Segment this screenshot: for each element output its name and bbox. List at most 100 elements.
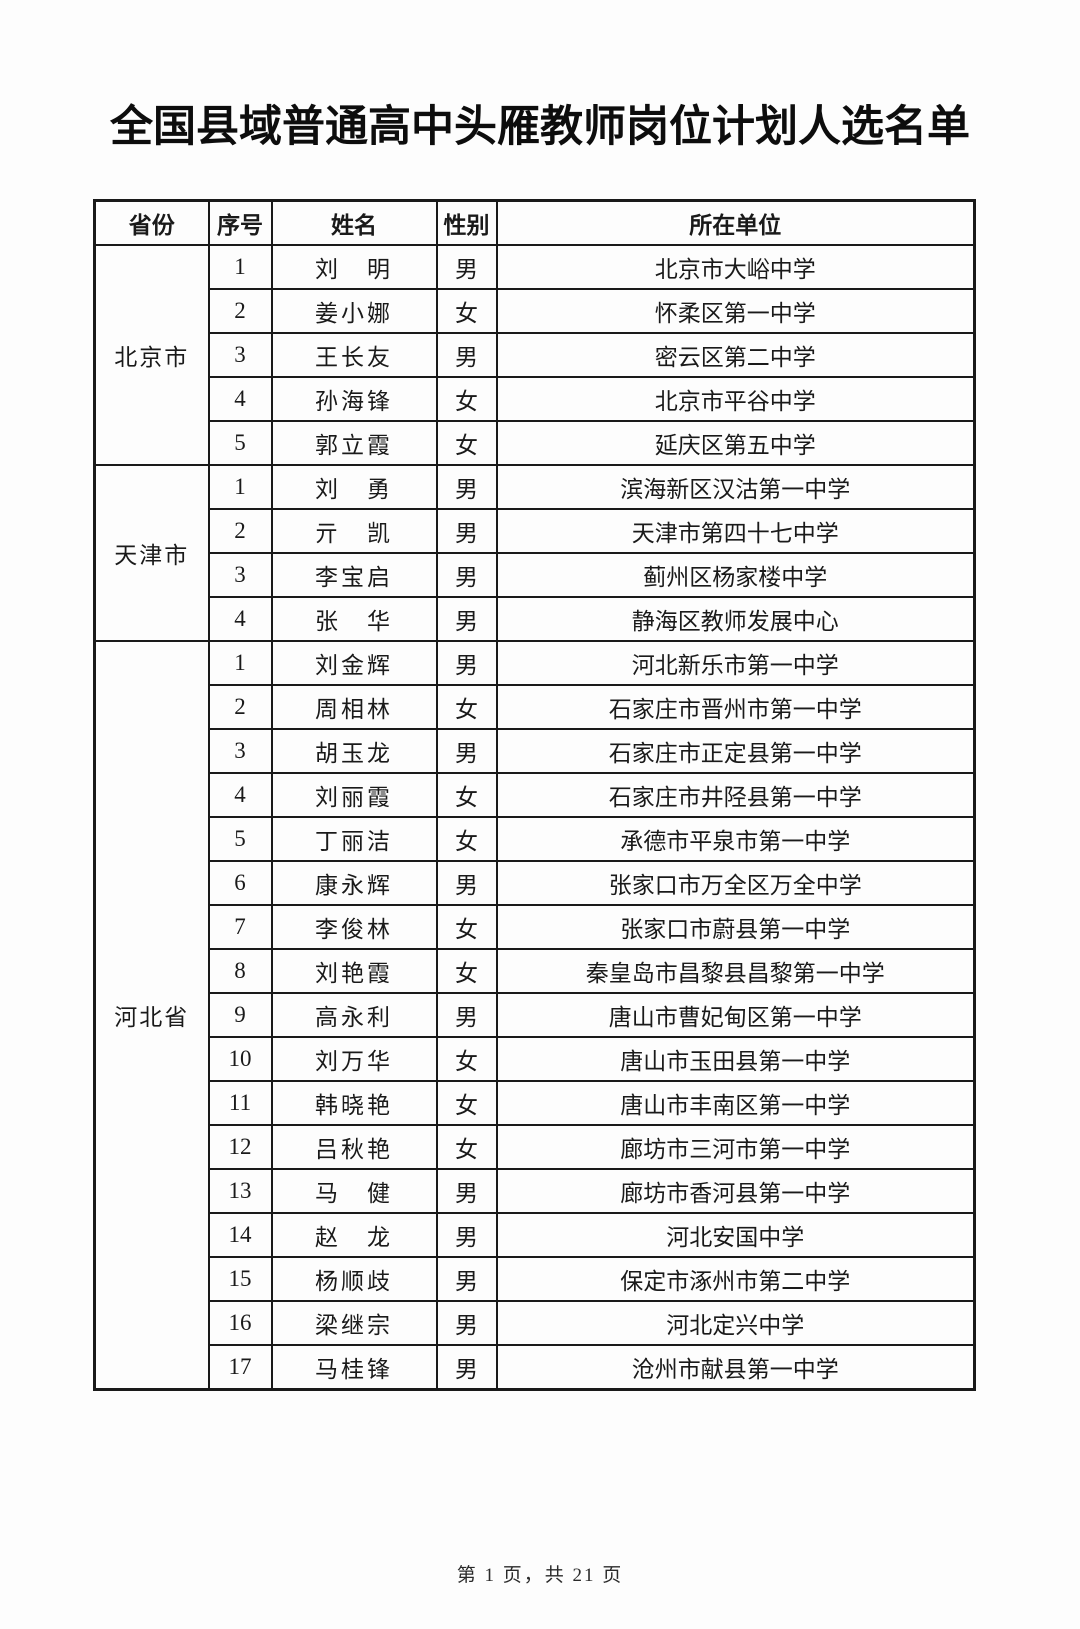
name-cell: 王长友 xyxy=(270,332,438,378)
table-row: 14 赵 龙男河北安国中学 xyxy=(95,1212,976,1258)
province-cell: 北京市 xyxy=(93,244,210,466)
table-row: 10 刘万华女唐山市玉田县第一中学 xyxy=(95,1036,976,1082)
gender-cell: 女 xyxy=(435,288,498,334)
number-cell: 14 xyxy=(207,1212,273,1258)
gender-cell: 男 xyxy=(435,860,498,906)
number-cell: 5 xyxy=(207,420,273,466)
name-cell: 刘 勇 xyxy=(270,464,438,510)
gender-cell: 女 xyxy=(435,420,498,466)
number-cell: 1 xyxy=(207,464,273,510)
unit-cell: 延庆区第五中学 xyxy=(495,420,976,466)
gender-cell: 男 xyxy=(435,1256,498,1302)
name-cell: 吕秋艳 xyxy=(270,1124,438,1170)
unit-cell: 唐山市玉田县第一中学 xyxy=(495,1036,976,1082)
gender-cell: 女 xyxy=(435,772,498,818)
unit-cell: 河北定兴中学 xyxy=(495,1300,976,1346)
name-cell: 赵 龙 xyxy=(270,1212,438,1258)
unit-cell: 石家庄市晋州市第一中学 xyxy=(495,684,976,730)
name-cell: 梁继宗 xyxy=(270,1300,438,1346)
gender-cell: 女 xyxy=(435,1080,498,1126)
table-row: 7 李俊林女张家口市蔚县第一中学 xyxy=(95,904,976,950)
gender-cell: 男 xyxy=(435,508,498,554)
name-cell: 刘丽霞 xyxy=(270,772,438,818)
table-row: 9 高永利男唐山市曹妃甸区第一中学 xyxy=(95,992,976,1038)
number-cell: 1 xyxy=(207,640,273,686)
number-cell: 6 xyxy=(207,860,273,906)
gender-cell: 女 xyxy=(435,1124,498,1170)
unit-cell: 秦皇岛市昌黎县昌黎第一中学 xyxy=(495,948,976,994)
unit-cell: 沧州市献县第一中学 xyxy=(495,1344,976,1391)
number-cell: 1 xyxy=(207,244,273,290)
table-row: 5 郭立霞女延庆区第五中学 xyxy=(95,420,976,466)
unit-cell: 静海区教师发展中心 xyxy=(495,596,976,642)
header-gender: 性别 xyxy=(435,199,498,246)
unit-cell: 石家庄市正定县第一中学 xyxy=(495,728,976,774)
gender-cell: 男 xyxy=(435,1168,498,1214)
gender-cell: 男 xyxy=(435,1300,498,1346)
number-cell: 10 xyxy=(207,1036,273,1082)
unit-cell: 廊坊市三河市第一中学 xyxy=(495,1124,976,1170)
unit-cell: 石家庄市井陉县第一中学 xyxy=(495,772,976,818)
number-cell: 3 xyxy=(207,552,273,598)
name-cell: 郭立霞 xyxy=(270,420,438,466)
unit-cell: 唐山市丰南区第一中学 xyxy=(495,1080,976,1126)
gender-cell: 男 xyxy=(435,596,498,642)
unit-cell: 河北新乐市第一中学 xyxy=(495,640,976,686)
name-cell: 杨顺歧 xyxy=(270,1256,438,1302)
gender-cell: 男 xyxy=(435,728,498,774)
number-cell: 11 xyxy=(207,1080,273,1126)
table-row: 16 梁继宗男河北定兴中学 xyxy=(95,1300,976,1346)
name-cell: 张 华 xyxy=(270,596,438,642)
number-cell: 5 xyxy=(207,816,273,862)
name-cell: 胡玉龙 xyxy=(270,728,438,774)
name-cell: 马桂锋 xyxy=(270,1344,438,1391)
name-cell: 刘金辉 xyxy=(270,640,438,686)
number-cell: 4 xyxy=(207,772,273,818)
table-row: 2 周相林女石家庄市晋州市第一中学 xyxy=(95,684,976,730)
gender-cell: 男 xyxy=(435,552,498,598)
name-cell: 李宝启 xyxy=(270,552,438,598)
page-title: 全国县域普通高中头雁教师岗位计划人选名单 xyxy=(110,104,970,151)
name-cell: 亓 凯 xyxy=(270,508,438,554)
table-row: 13 马 健男廊坊市香河县第一中学 xyxy=(95,1168,976,1214)
unit-cell: 天津市第四十七中学 xyxy=(495,508,976,554)
number-cell: 9 xyxy=(207,992,273,1038)
name-cell: 刘万华 xyxy=(270,1036,438,1082)
number-cell: 15 xyxy=(207,1256,273,1302)
gender-cell: 男 xyxy=(435,244,498,290)
table-row: 3 李宝启男蓟州区杨家楼中学 xyxy=(95,552,976,598)
province-cell: 河北省 xyxy=(93,640,210,1391)
table-row: 3 王长友男密云区第二中学 xyxy=(95,332,976,378)
number-cell: 16 xyxy=(207,1300,273,1346)
gender-cell: 女 xyxy=(435,376,498,422)
number-cell: 2 xyxy=(207,684,273,730)
table-row: 6 康永辉男张家口市万全区万全中学 xyxy=(95,860,976,906)
number-cell: 17 xyxy=(207,1344,273,1391)
name-cell: 丁丽洁 xyxy=(270,816,438,862)
name-cell: 韩晓艳 xyxy=(270,1080,438,1126)
table-header-row: 省份 序号 姓名 性别 所在单位 xyxy=(93,199,976,246)
name-cell: 康永辉 xyxy=(270,860,438,906)
gender-cell: 女 xyxy=(435,904,498,950)
number-cell: 3 xyxy=(207,728,273,774)
name-cell: 周相林 xyxy=(270,684,438,730)
gender-cell: 男 xyxy=(435,1344,498,1391)
page-number: 第 1 页，共 21 页 xyxy=(456,1565,624,1586)
name-cell: 孙海锋 xyxy=(270,376,438,422)
number-cell: 3 xyxy=(207,332,273,378)
gender-cell: 男 xyxy=(435,464,498,510)
unit-cell: 北京市平谷中学 xyxy=(495,376,976,422)
number-cell: 12 xyxy=(207,1124,273,1170)
gender-cell: 男 xyxy=(435,332,498,378)
table-row: 12 吕秋艳女廊坊市三河市第一中学 xyxy=(95,1124,976,1170)
name-cell: 刘 明 xyxy=(270,244,438,290)
unit-cell: 密云区第二中学 xyxy=(495,332,976,378)
number-cell: 2 xyxy=(207,508,273,554)
table-row: 2 姜小娜女怀柔区第一中学 xyxy=(95,288,976,334)
gender-cell: 男 xyxy=(435,1212,498,1258)
name-cell: 李俊林 xyxy=(270,904,438,950)
unit-cell: 张家口市万全区万全中学 xyxy=(495,860,976,906)
table-row: 11 韩晓艳女唐山市丰南区第一中学 xyxy=(95,1080,976,1126)
